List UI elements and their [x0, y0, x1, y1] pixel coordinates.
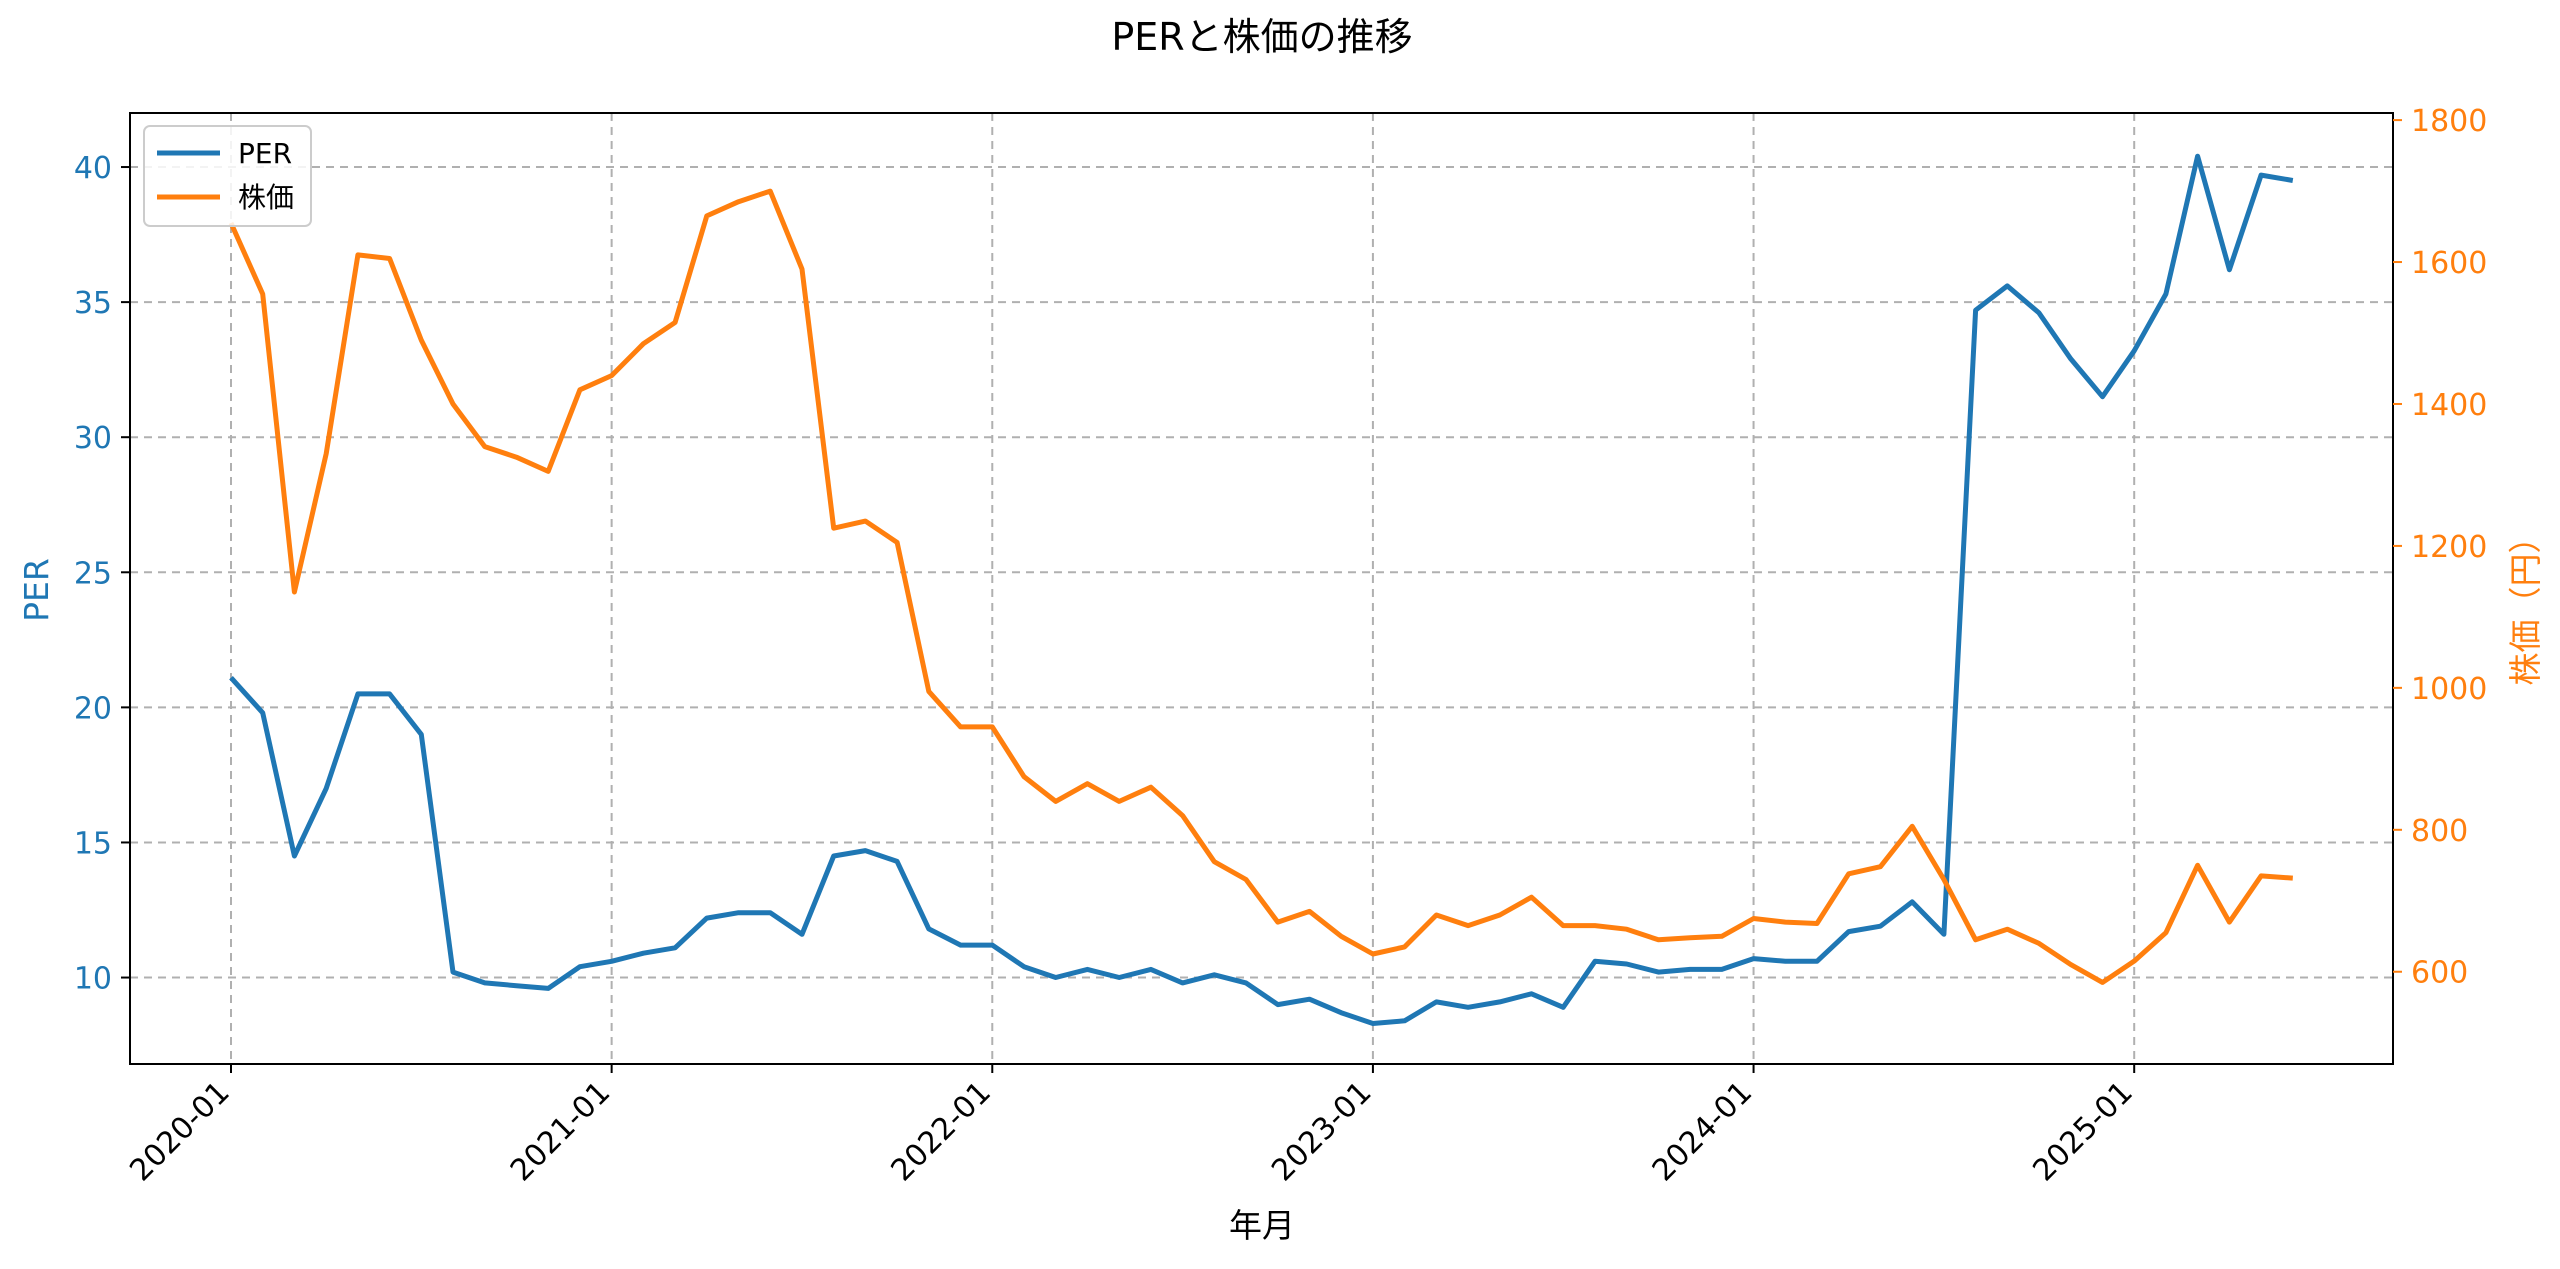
right-tick-label: 1600	[2411, 246, 2487, 281]
left-tick-label: 20	[74, 691, 112, 726]
left-tick-label: 25	[74, 556, 112, 591]
right-tick-label: 1400	[2411, 388, 2487, 423]
legend-price-label: 株価	[238, 181, 294, 214]
right-tick-label: 600	[2411, 956, 2468, 991]
left-tick-label: 10	[74, 962, 112, 997]
left-axis-ticks: 10 15 20 25 30 35 40	[74, 151, 130, 997]
line-price	[228, 188, 2293, 985]
grid-lines	[130, 113, 2393, 1064]
left-axis-label: PER	[17, 558, 56, 622]
plot-frame	[129, 112, 2394, 1065]
legend: PER 株価	[143, 125, 312, 227]
series-price	[228, 188, 2293, 985]
right-axis-ticks: 600 800 1000 1200 1400 1600 1800	[2393, 104, 2487, 991]
chart-title: PERと株価の推移	[1111, 15, 1412, 59]
x-tick-label: 2021-01	[504, 1075, 617, 1188]
x-axis-label: 年月	[1229, 1206, 1295, 1245]
x-tick-label: 2023-01	[1265, 1075, 1378, 1188]
series-per	[229, 153, 2294, 1026]
left-tick-label: 15	[74, 826, 112, 861]
legend-per-label: PER	[238, 137, 292, 170]
right-tick-label: 1200	[2411, 530, 2487, 565]
right-tick-label: 1000	[2411, 672, 2487, 707]
right-axis-label: 株価（円）	[2506, 521, 2545, 686]
left-tick-label: 40	[74, 151, 112, 186]
x-tick-label: 2025-01	[2026, 1075, 2139, 1188]
x-tick-label: 2020-01	[123, 1075, 236, 1188]
right-tick-label: 800	[2411, 814, 2468, 849]
right-tick-label: 1800	[2411, 104, 2487, 139]
x-tick-label: 2024-01	[1646, 1075, 1759, 1188]
line-per	[229, 153, 2294, 1026]
left-tick-label: 30	[74, 421, 112, 456]
left-tick-label: 35	[74, 286, 112, 321]
x-tick-label: 2022-01	[885, 1075, 998, 1188]
x-axis-ticks: 2020-01 2021-01 2022-01 2023-01 2024-01 2025-…	[123, 1064, 2140, 1188]
